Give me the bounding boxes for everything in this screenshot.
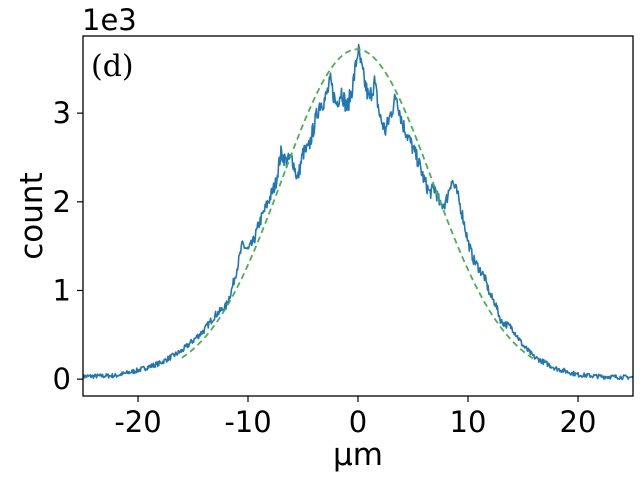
x-tick-label: -10 — [224, 405, 271, 439]
x-axis-label: μm — [333, 437, 383, 473]
ticks-layer: -20 -10 0 10 20 0 1 2 3 — [53, 96, 597, 439]
x-tick-label: 10 — [450, 405, 487, 439]
measured-profile-line — [83, 43, 633, 381]
y-tick-label: 3 — [53, 96, 71, 130]
panel-label: (d) — [91, 49, 134, 84]
x-tick-label: 20 — [560, 405, 597, 439]
x-tick-label: -20 — [114, 405, 161, 439]
gaussian-fit-line — [181, 48, 535, 360]
y-axis-label: count — [14, 172, 50, 259]
y-tick-label: 1 — [53, 273, 71, 307]
series-layer — [83, 43, 633, 381]
y-tick-label: 2 — [53, 185, 71, 219]
y-offset-label: 1e3 — [82, 3, 137, 37]
plot-frame — [82, 35, 634, 397]
y-tick-label: 0 — [53, 362, 71, 396]
plot-area — [83, 43, 633, 381]
x-tick-label: 0 — [349, 405, 367, 439]
